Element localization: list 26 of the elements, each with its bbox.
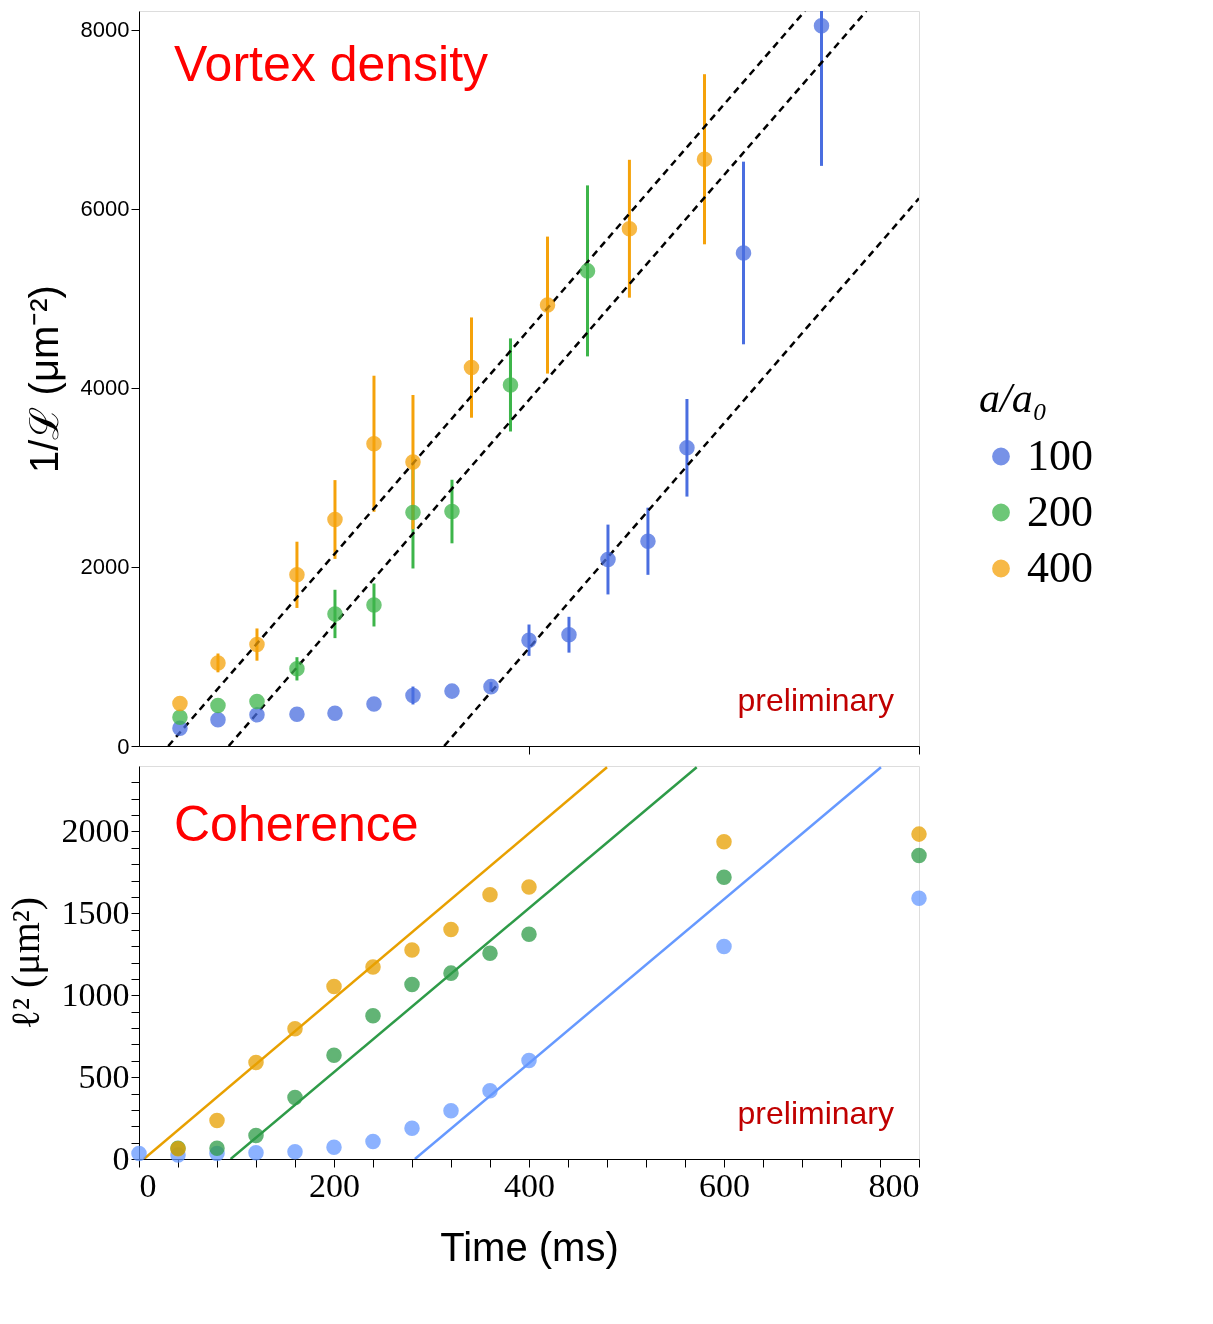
x-axis-title: Time (ms) bbox=[440, 1224, 619, 1269]
annotation: Coherence bbox=[174, 796, 419, 852]
x-tick-label: 400 bbox=[504, 1166, 555, 1204]
annotation: Vortex density bbox=[174, 36, 489, 92]
y-tick-label: 1500 bbox=[61, 893, 130, 931]
y-axis-title: ℓ² (μm²) bbox=[2, 896, 48, 1030]
y-tick-label: 1000 bbox=[61, 975, 130, 1013]
legend-title: a/a₀ bbox=[979, 374, 1048, 421]
x-tick-label: 800 bbox=[868, 1166, 920, 1204]
legend-label: 100 bbox=[1027, 430, 1093, 480]
legend-label: 400 bbox=[1027, 542, 1093, 592]
y-tick-label: 8000 bbox=[80, 17, 130, 43]
y-tick-label: 0 bbox=[117, 733, 130, 759]
y-tick-label: 2000 bbox=[80, 554, 130, 580]
y-axis-title: 1/ℒ (μm⁻²) bbox=[21, 285, 66, 473]
x-tick-label: 600 bbox=[699, 1166, 750, 1204]
x-tick-label: 200 bbox=[309, 1166, 360, 1204]
annotation: preliminary bbox=[737, 682, 894, 718]
x-tick-label: 0 bbox=[139, 1166, 157, 1204]
annotation: preliminary bbox=[737, 1095, 894, 1131]
y-tick-label: 2000 bbox=[61, 812, 130, 849]
y-tick-label: 500 bbox=[78, 1057, 130, 1095]
y-tick-label: 0 bbox=[112, 1139, 130, 1177]
y-tick-label: 4000 bbox=[80, 375, 130, 401]
y-tick-label: 6000 bbox=[80, 196, 130, 222]
legend-label: 200 bbox=[1027, 486, 1093, 536]
